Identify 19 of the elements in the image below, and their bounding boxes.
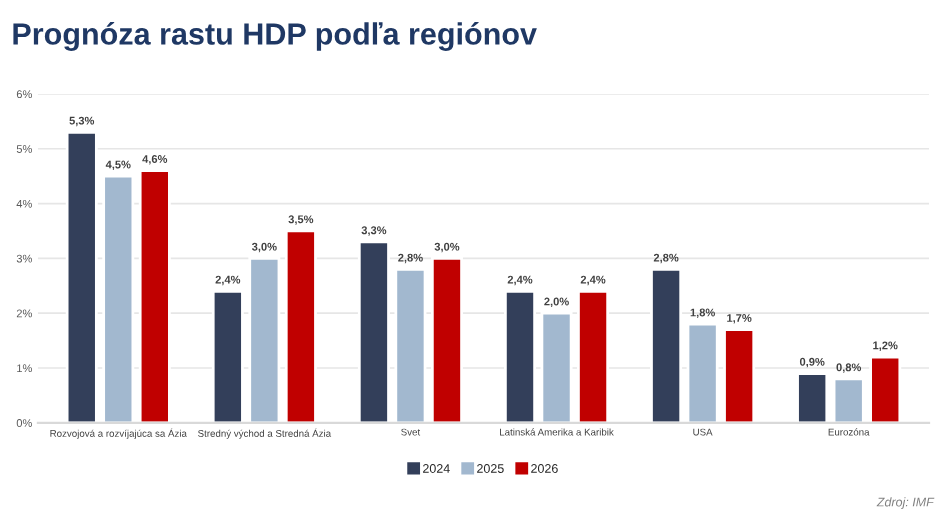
bar <box>650 267 683 423</box>
bar <box>686 322 719 423</box>
bar <box>248 257 281 423</box>
bar <box>869 355 902 423</box>
bar <box>577 289 610 423</box>
bar <box>430 257 463 423</box>
bar <box>211 289 244 423</box>
bar <box>138 169 171 423</box>
bar <box>540 311 573 423</box>
bar <box>504 289 536 423</box>
bar <box>832 377 865 423</box>
bar <box>796 372 829 423</box>
bar <box>357 240 390 423</box>
bar <box>394 267 427 423</box>
bar <box>102 174 135 423</box>
chart-title: Prognóza rastu HDP podľa regiónov <box>13 22 537 51</box>
bar <box>65 130 98 423</box>
bar <box>723 328 756 423</box>
bar <box>284 229 317 423</box>
